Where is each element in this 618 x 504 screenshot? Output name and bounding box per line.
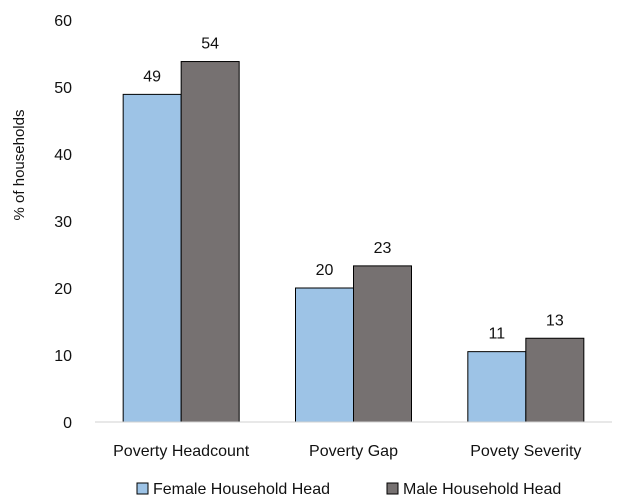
legend: Female Household Head Male Household Head (137, 481, 561, 498)
y-tick-label: 0 (63, 415, 72, 432)
data-label: 54 (201, 36, 219, 53)
data-label: 49 (143, 68, 161, 85)
bar-male-2 (526, 338, 584, 422)
y-axis-ticks: 0 10 20 30 40 50 60 (54, 13, 72, 432)
legend-label-female: Female Household Head (153, 481, 330, 498)
legend-label-male: Male Household Head (403, 481, 561, 498)
y-tick-label: 60 (54, 13, 72, 30)
data-label: 23 (374, 240, 392, 257)
y-tick-label: 20 (54, 281, 72, 298)
category-label: Povety Severity (470, 443, 581, 460)
y-axis-title: % of households (11, 110, 28, 221)
y-tick-label: 30 (54, 214, 72, 231)
category-label: Poverty Headcount (113, 443, 250, 460)
bar-female-2 (468, 352, 526, 422)
legend-swatch-female (137, 483, 148, 494)
bars (123, 62, 584, 422)
y-tick-label: 10 (54, 348, 72, 365)
y-axis-title-group: % of households (11, 110, 28, 221)
data-label: 11 (489, 326, 506, 343)
data-label: 13 (546, 312, 564, 329)
category-labels: Poverty Headcount Poverty Gap Povety Sever… (113, 443, 581, 460)
bar-female-0 (123, 94, 181, 422)
bar-male-0 (181, 62, 239, 422)
category-label: Poverty Gap (309, 443, 398, 460)
bar-male-1 (354, 266, 412, 422)
y-tick-label: 40 (54, 147, 72, 164)
bar-female-1 (296, 288, 354, 422)
legend-swatch-male (387, 483, 398, 494)
data-label: 20 (316, 262, 334, 279)
y-tick-label: 50 (54, 80, 72, 97)
